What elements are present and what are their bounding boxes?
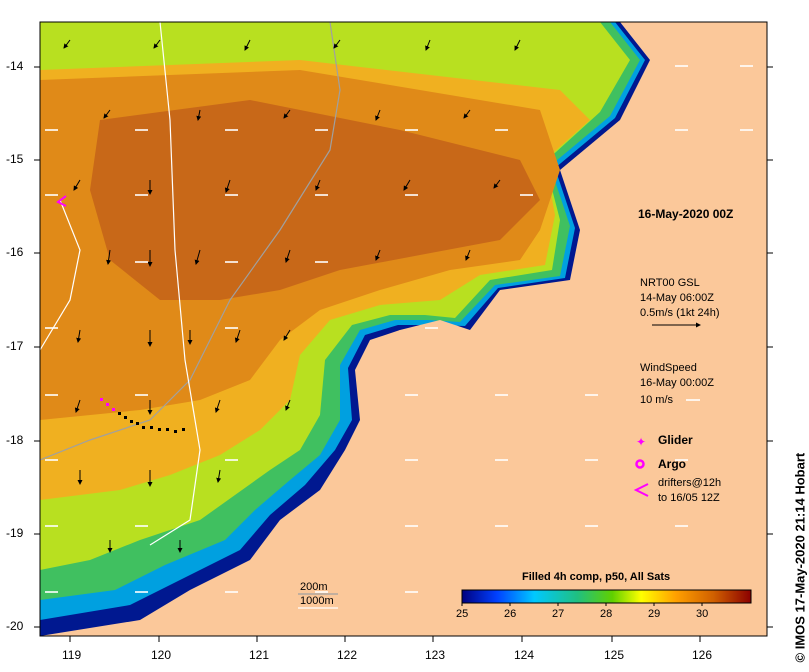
drifters-legend-label: drifters@12h: [658, 477, 722, 489]
credit-text: © IMOS 17-May-2020 21:14 Hobart: [792, 452, 808, 663]
current-time-label: 14-May 06:00Z: [640, 292, 714, 304]
lon-tick-121: 121: [249, 648, 270, 662]
contour-200m-label: 200m: [300, 581, 328, 593]
drifters-date-label: to 16/05 12Z: [658, 492, 720, 504]
glider-track: [100, 398, 185, 433]
colorbar: [461, 589, 752, 604]
argo-legend-label: Argo: [658, 457, 686, 471]
lon-tick-119: 119: [62, 648, 82, 662]
argo-symbol: [635, 459, 645, 469]
current-source-label: NRT00 GSL: [640, 277, 700, 289]
glider-legend-label: Glider: [658, 433, 693, 447]
colorbar-label-27: 27: [552, 608, 565, 620]
wind-time-label: 16-May 00:00Z: [640, 377, 714, 389]
lon-tick-123: 123: [425, 648, 446, 662]
sst-hot-core: [90, 100, 540, 300]
lon-tick-122: 122: [337, 648, 358, 662]
axis-ticks: [34, 66, 773, 642]
lat-tick-14: -14: [6, 59, 24, 73]
timestamp-label: 16-May-2020 00Z: [638, 207, 734, 221]
current-scale-label: 0.5m/s (1kt 24h): [640, 307, 720, 319]
lon-tick-120: 120: [151, 648, 172, 662]
lat-tick-16: -16: [6, 245, 24, 259]
lon-tick-125: 125: [604, 648, 625, 662]
lat-tick-19: -19: [6, 526, 24, 540]
drifter-symbol: [633, 483, 649, 497]
lon-tick-124: 124: [514, 648, 535, 662]
colorbar-label-25: 25: [456, 608, 469, 620]
lon-tick-126: 126: [692, 648, 713, 662]
colorbar-title: Filled 4h comp, p50, All Sats: [522, 571, 671, 583]
lat-tick-17: -17: [6, 339, 24, 353]
glider-symbol: ✦: [636, 435, 646, 449]
drifter-marker: [56, 195, 67, 207]
lat-tick-15: -15: [6, 152, 24, 166]
colorbar-label-29: 29: [648, 608, 661, 620]
wind-title-label: WindSpeed: [640, 362, 697, 374]
current-arrows: [63, 39, 521, 553]
contour-1000m-label: 1000m: [300, 595, 334, 607]
colorbar-label-28: 28: [600, 608, 613, 620]
lat-tick-18: -18: [6, 433, 24, 447]
wind-scale-label: 10 m/s: [640, 394, 674, 406]
contour-200m: [40, 22, 341, 461]
colorbar-label-30: 30: [696, 608, 709, 620]
lat-tick-20: -20: [6, 619, 24, 633]
colorbar-label-26: 26: [504, 608, 517, 620]
contour-1000m-2: [149, 22, 201, 546]
contour-1000m: [40, 199, 81, 351]
land-mass: [40, 60, 767, 636]
